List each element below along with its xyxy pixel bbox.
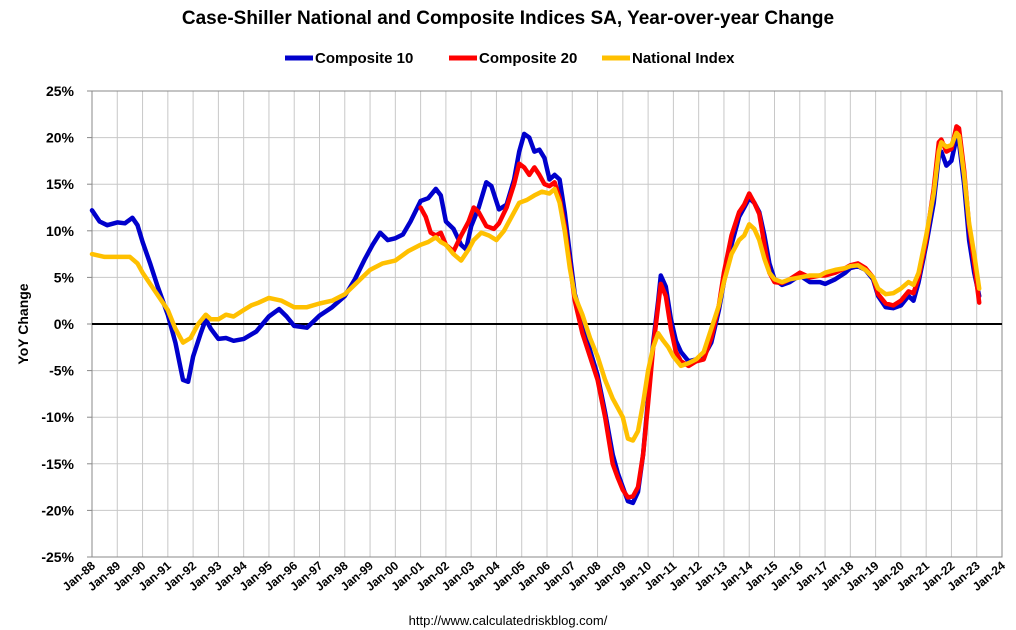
y-tick-label: 5%: [54, 269, 75, 285]
y-tick-label: 10%: [46, 223, 75, 239]
y-tick-label: 20%: [46, 130, 75, 146]
legend-label: National Index: [632, 50, 735, 67]
source-url: http://www.calculatedriskblog.com/: [408, 613, 608, 628]
series-line-composite-10: [89, 131, 982, 506]
series-line-national-index: [89, 130, 982, 443]
series-lines: [89, 124, 982, 506]
legend-label: Composite 20: [479, 50, 577, 67]
chart-title: Case-Shiller National and Composite Indi…: [181, 8, 835, 29]
y-tick-label: -5%: [49, 363, 74, 379]
x-axis-ticks: Jan-88Jan-89Jan-90Jan-91Jan-92Jan-93Jan-…: [60, 558, 1008, 593]
y-tick-label: -15%: [41, 456, 74, 472]
y-tick-label: 15%: [46, 176, 75, 192]
y-tick-label: -25%: [41, 549, 74, 565]
legend: Composite 10 Composite 20 National Index: [285, 50, 735, 67]
y-tick-label: -10%: [41, 409, 74, 425]
y-tick-label: 0%: [54, 316, 75, 332]
legend-label: Composite 10: [315, 50, 413, 67]
series-line-composite-20: [418, 124, 982, 500]
y-tick-label: 25%: [46, 83, 75, 99]
y-axis-ticks: 25% 20% 15% 10% 5% 0% -5% -10% -15% -20% -25%: [41, 83, 92, 565]
y-tick-label: -20%: [41, 502, 74, 518]
y-axis-label: YoY Change: [15, 283, 31, 364]
